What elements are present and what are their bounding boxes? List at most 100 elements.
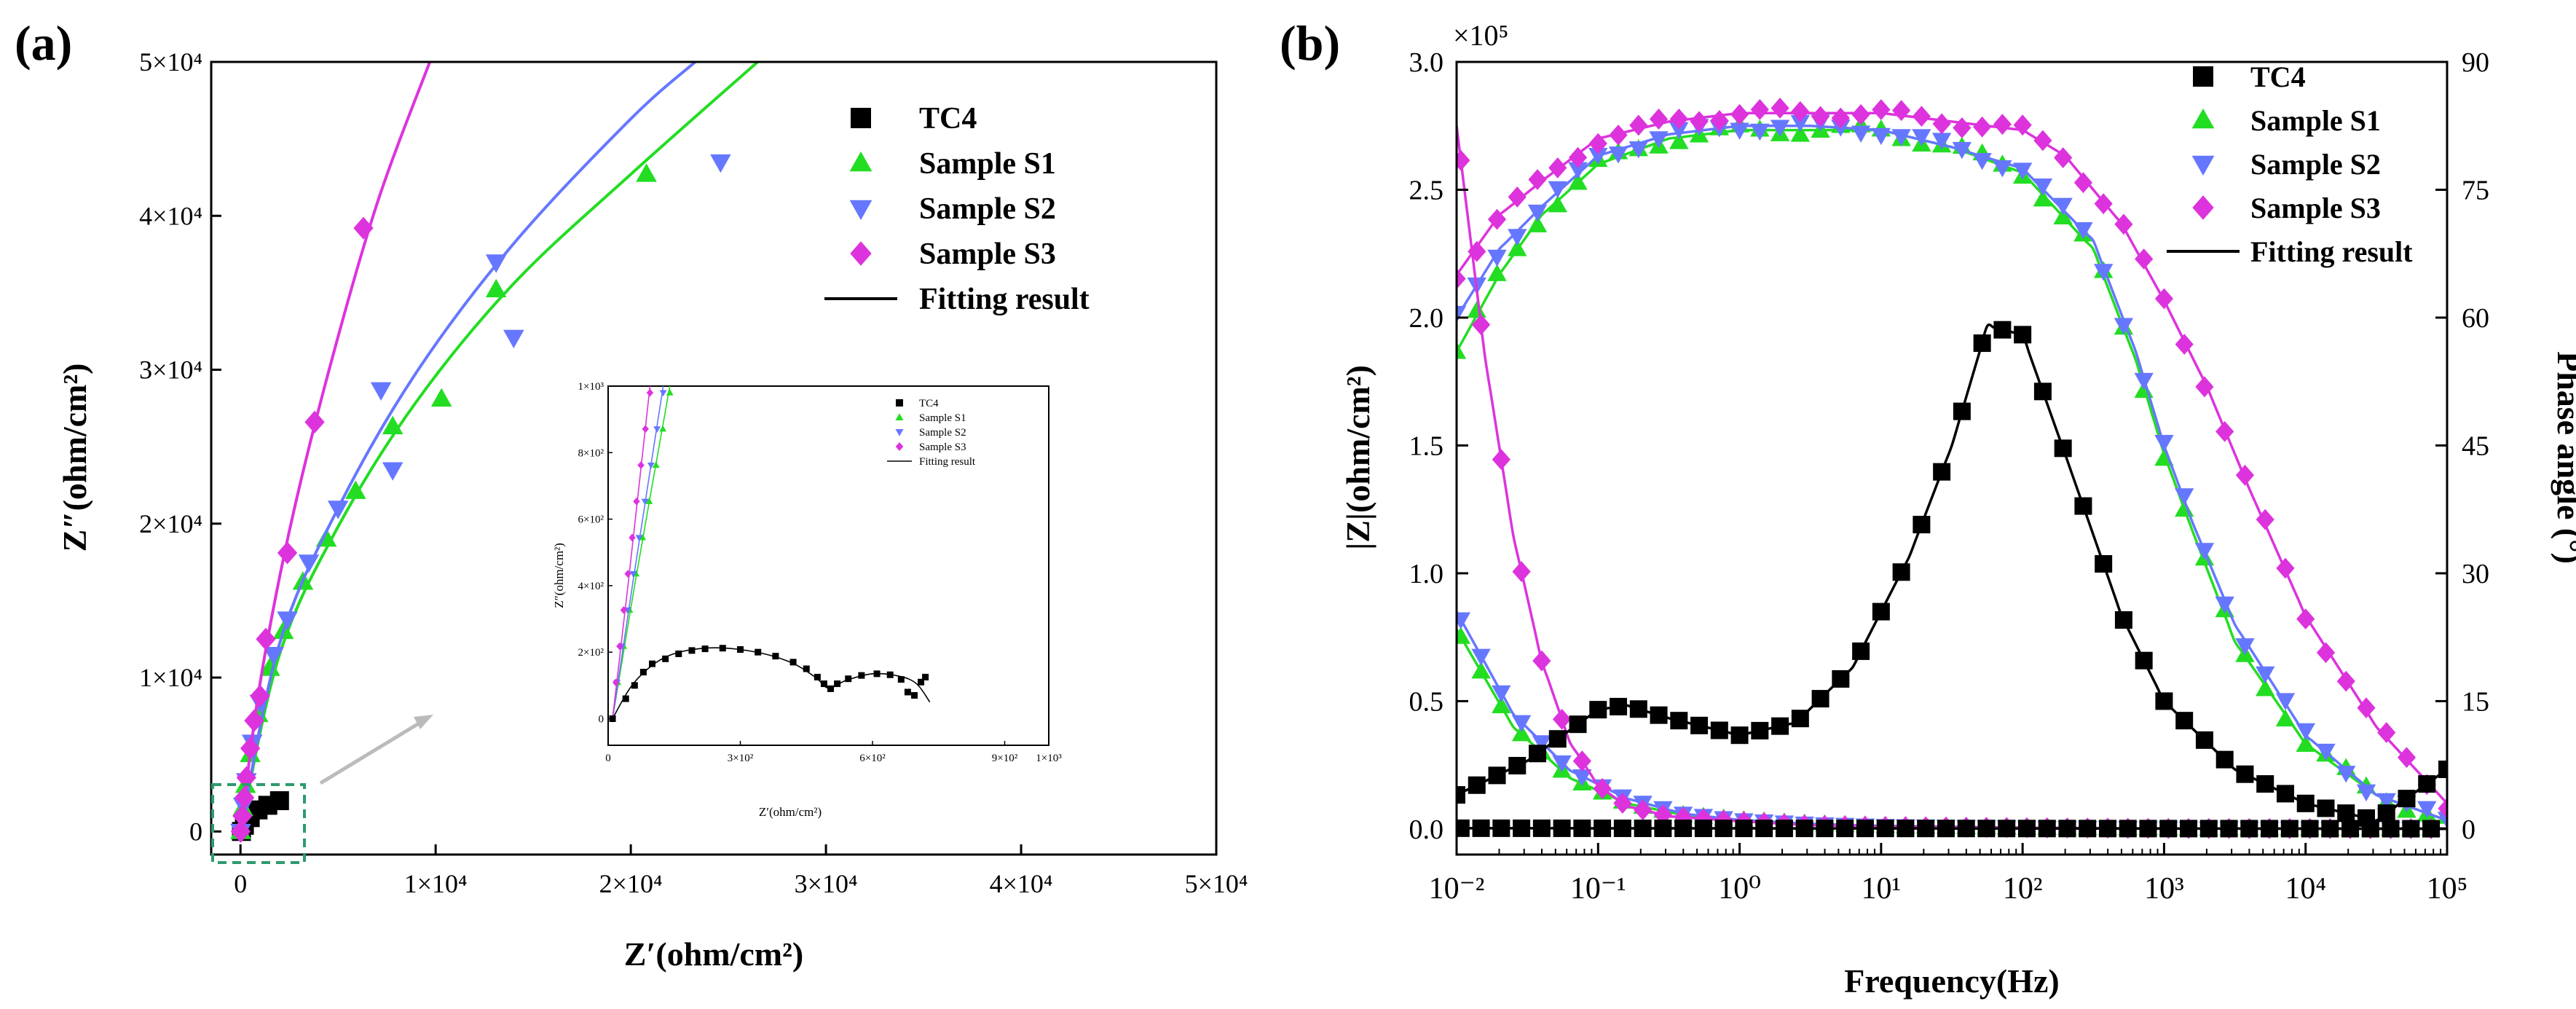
panel-b-data-point (1917, 820, 1935, 838)
panel-b-data-point (1613, 793, 1632, 814)
inset-plot-frame (607, 385, 1049, 746)
legend-label: Sample S2 (919, 192, 1056, 226)
inset-data-point (624, 570, 631, 578)
panel-a-data-point (236, 766, 256, 789)
legend-label: Sample S2 (2250, 148, 2381, 181)
panel-a-data-point (240, 737, 261, 760)
panel-b-data-point (1831, 107, 1850, 129)
panel-b-data-point (2402, 820, 2420, 838)
panel-b-data-point (1912, 129, 1931, 146)
inset-legend-marker (895, 413, 904, 420)
inset-tc4-point (814, 673, 821, 680)
panel-b-data-point (1589, 701, 1607, 719)
panel-b-series-layer (1457, 97, 2447, 839)
inset-data-point (635, 535, 643, 542)
panel-a-x-tick-label: 2×10⁴ (599, 869, 663, 898)
panel-b-left-tick-label: 2.5 (1409, 175, 1444, 205)
panel-b-data-point (1508, 756, 1527, 774)
panel-b-left-tick-label: 3.0 (1409, 47, 1444, 78)
panel-a-data-point (503, 329, 524, 349)
panel-b-data-point (1492, 449, 1510, 471)
inset-tc4-point (910, 692, 918, 699)
panel-b-data-point (1628, 141, 1648, 159)
panel-b-data-point (1593, 778, 1612, 799)
panel-b-data-point (1669, 122, 1689, 140)
inset-data-point (666, 388, 674, 396)
panel-b-data-point (1457, 342, 1467, 359)
panel-b-data-point (2095, 554, 2113, 573)
panel-b-x-tick-label: 10² (2003, 872, 2043, 906)
inset-legend-marker (895, 442, 904, 451)
panel-b-data-point (2013, 114, 2032, 136)
panel-b-data-point (1851, 125, 1871, 143)
panel-b-data-point (1471, 648, 1491, 667)
panel-b-data-point (1851, 103, 1870, 125)
inset-tc4-point (918, 678, 925, 686)
panel-b-data-point (2261, 820, 2279, 838)
inset-tc4-point (820, 680, 827, 688)
panel-b-data-point (1468, 240, 1486, 262)
panel-b-data-point (2280, 820, 2299, 838)
panel-b-data-point (2175, 712, 2194, 730)
panel-b-data-point (1892, 100, 1911, 122)
inset-tc4-point (631, 682, 638, 689)
panel-b-x-tick-label: 10⁻² (1429, 872, 1485, 906)
panel-a-plot-frame (210, 60, 1218, 856)
panel-b-data-point (2139, 820, 2157, 838)
panel-a-data-point (232, 804, 253, 828)
inset-series-layer (609, 386, 931, 723)
panel-b-plot-frame (1455, 60, 2449, 856)
panel-b-x-axis-title: Frequency(Hz) (1844, 962, 2060, 1000)
panel-b-data-point (1548, 730, 1567, 748)
panel-b-data-point (1457, 612, 1471, 629)
panel-b-data-point (1457, 268, 1466, 290)
panel-b-right-axis-title: Phase angle (°) (2551, 351, 2576, 564)
inset-y-tick-label: 2×10² (578, 647, 604, 659)
panel-b-data-point (2296, 608, 2315, 630)
inset-tc4-point (639, 669, 647, 676)
panel-b-data-point (1649, 131, 1669, 149)
panel-b-data-point (1872, 99, 1891, 120)
inset-tc4-point (772, 653, 779, 660)
panel-b-data-point (1669, 132, 1689, 149)
panel-b-data-point (1588, 133, 1607, 154)
panel-b-data-point (1492, 685, 1511, 703)
panel-b-data-point (1650, 706, 1668, 724)
panel-b-data-point (1993, 160, 2012, 178)
panel-a-data-point (244, 709, 264, 732)
panel-a-data-point (250, 684, 270, 707)
panel-b-data-point (1492, 696, 1511, 714)
panel-b-data-point (1931, 133, 1952, 150)
inset-tc4-point (755, 648, 762, 656)
zoom-region-box (211, 783, 306, 864)
panel-b-ticks: 10⁻² 10⁻¹ 10⁰ 10¹ 10² 10³ 10⁴ 10⁵ 0.0 0.5 1.0 1.5 2.… (1409, 47, 2490, 906)
panel-b-data-point (1511, 715, 1532, 733)
legend-marker (2191, 155, 2215, 176)
panel-a-y-tick-label: 2×10⁴ (139, 509, 202, 538)
panel-b-data-point (1508, 229, 1527, 246)
panel-b-data-point (2134, 372, 2154, 390)
panel-b-data-point (1933, 463, 1951, 481)
panel-a-data-point (382, 415, 403, 435)
panel-b-data-point (2180, 820, 2198, 838)
panel-a-data-point (230, 820, 251, 843)
panel-b-data-point (2033, 189, 2053, 207)
legend-label: Sample S3 (919, 237, 1056, 271)
panel-b-data-point (1998, 820, 2016, 838)
legend-label: Sample S1 (2250, 104, 2381, 137)
panel-b-label: (b) (1280, 15, 1340, 71)
panel-b-data-point (1770, 119, 1790, 137)
inset-data-point (645, 498, 653, 504)
panel-b-data-point (1832, 670, 1850, 688)
panel-b-left-axis-title: |Z|(ohm/cm²) (1339, 365, 1376, 550)
inset-x-tick-label: 3×10² (728, 753, 754, 764)
inset-tc4-point (886, 671, 894, 678)
inset-y-tick-label: 1×10³ (578, 381, 604, 393)
panel-b-data-point (2215, 750, 2234, 769)
panel-b-data-point (1457, 149, 1470, 171)
inset-legend-label: Sample S3 (919, 441, 966, 453)
panel-b-data-point (1588, 147, 1608, 165)
legend-marker (849, 200, 873, 221)
panel-b-data-point (2135, 248, 2154, 270)
inset-tc4-point (897, 676, 905, 683)
